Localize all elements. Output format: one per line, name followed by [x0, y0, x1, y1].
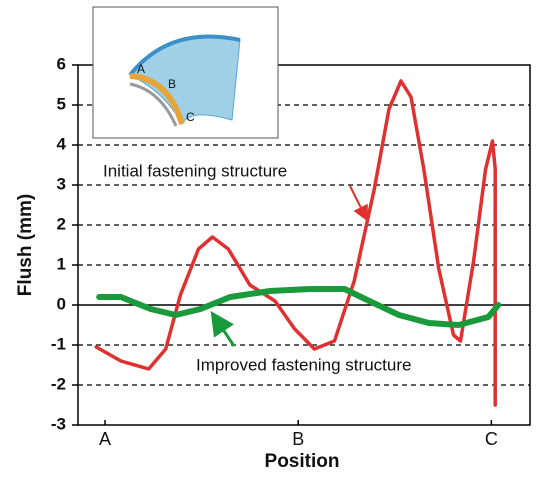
- y-tick-label: 2: [57, 214, 66, 233]
- inset-label: B: [168, 77, 176, 91]
- inset: A B C: [93, 7, 278, 138]
- y-tick-label: 5: [57, 94, 66, 113]
- y-axis-title: Flush (mm): [15, 194, 36, 296]
- series-line: [99, 289, 498, 325]
- y-tick-label: -3: [51, 414, 66, 433]
- x-tick-label: B: [292, 429, 304, 449]
- x-tick-label: A: [99, 429, 111, 449]
- y-tick-label: 4: [57, 134, 67, 153]
- chart: A B C Initial fastening structure Improv…: [0, 0, 545, 472]
- legend-label: Initial fastening structure: [103, 161, 287, 180]
- inset-label: A: [137, 62, 145, 76]
- y-tick-label: 6: [57, 54, 66, 73]
- y-tick-label: -2: [51, 374, 66, 393]
- annotation-arrow: [350, 186, 366, 218]
- y-tick-label: 1: [57, 254, 66, 273]
- y-tick-label: 0: [57, 294, 66, 313]
- y-tick-label: -1: [51, 334, 66, 353]
- legend-label: Improved fastening structure: [196, 355, 411, 374]
- x-axis-title: Position: [265, 451, 340, 472]
- x-tick-label: C: [485, 429, 498, 449]
- y-tick-label: 3: [57, 174, 66, 193]
- inset-label: C: [186, 110, 195, 124]
- annotation-arrow: [214, 316, 234, 346]
